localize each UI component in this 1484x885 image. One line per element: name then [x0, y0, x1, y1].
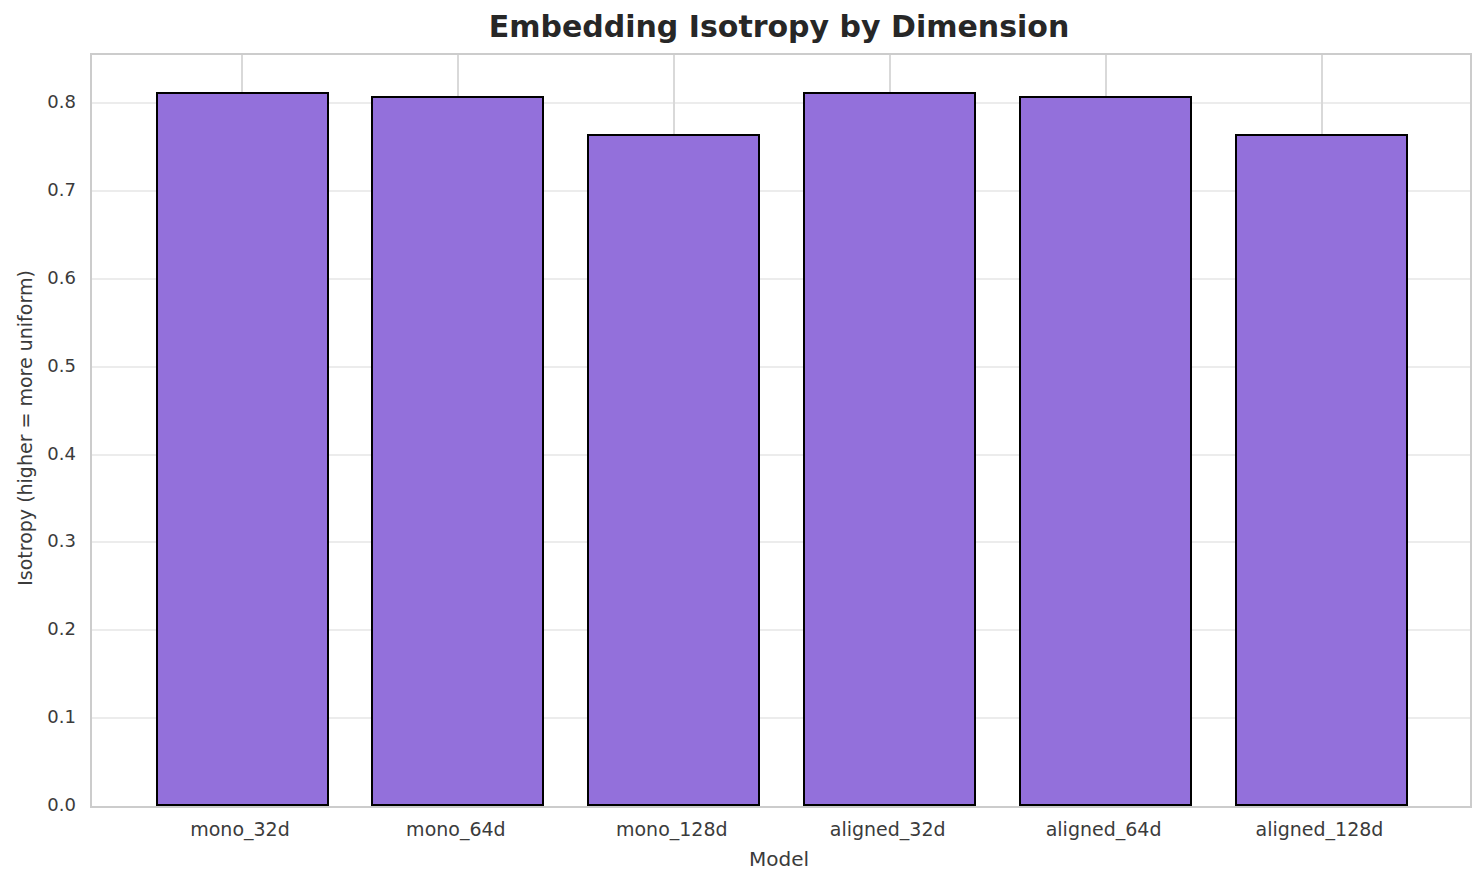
bar-mono_32d: [156, 92, 329, 806]
y-tick-label: 0.0: [6, 794, 76, 815]
y-tick-label: 0.8: [6, 91, 76, 112]
x-tick-label: aligned_128d: [1256, 818, 1384, 840]
x-tick-label: mono_128d: [616, 818, 728, 840]
x-tick-label: mono_64d: [406, 818, 506, 840]
plot-area: [90, 53, 1472, 808]
y-tick-label: 0.2: [6, 618, 76, 639]
y-axis-label: Isotropy (higher = more uniform): [14, 270, 36, 586]
x-axis-label: Model: [749, 847, 809, 871]
bar-mono_128d: [587, 134, 760, 806]
bar-chart-figure: Embedding Isotropy by Dimension 0.0 0.1 0.…: [0, 0, 1484, 885]
bar-aligned_32d: [803, 92, 976, 806]
bar-aligned_64d: [1019, 96, 1192, 806]
bar-mono_64d: [371, 96, 544, 806]
x-tick-label: mono_32d: [190, 818, 290, 840]
x-tick-label: aligned_64d: [1046, 818, 1162, 840]
x-tick-label: aligned_32d: [830, 818, 946, 840]
bar-aligned_128d: [1235, 134, 1408, 806]
chart-title: Embedding Isotropy by Dimension: [489, 9, 1070, 44]
y-tick-label: 0.1: [6, 706, 76, 727]
y-tick-label: 0.7: [6, 179, 76, 200]
